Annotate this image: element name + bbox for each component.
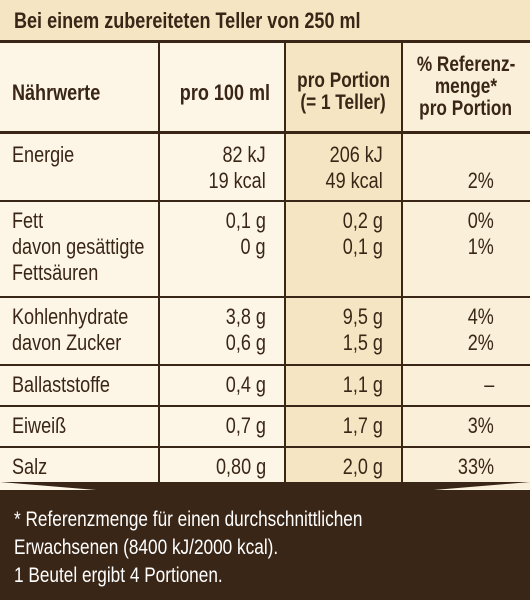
row-ballaststoffe-portion: 1,1 g	[342, 372, 383, 397]
column-header-portion: pro Portion (= 1 Teller)	[297, 69, 390, 114]
row-zucker-label: davon Zucker	[12, 330, 122, 355]
row-divider	[0, 131, 530, 134]
column-divider	[284, 43, 286, 489]
row-energie-ref: 2%	[467, 168, 494, 193]
reference-column-background	[402, 43, 530, 489]
row-eiweiss-per100: 0,7 g	[225, 413, 266, 438]
row-ballaststoffe-label: Ballaststoffe	[12, 372, 110, 397]
row-zucker-portion: 1,5 g	[342, 330, 383, 355]
row-salz-per100: 0,80 g	[215, 454, 266, 479]
divider	[0, 40, 530, 43]
column-divider	[158, 43, 160, 489]
row-eiweiss-portion: 1,7 g	[342, 413, 383, 438]
column-divider	[401, 43, 403, 489]
row-fett-saturated-label-line2: Fettsäuren	[12, 260, 99, 285]
row-salz-label: Salz	[12, 454, 48, 479]
row-eiweiss-label: Eiweiß	[12, 413, 67, 438]
row-divider	[0, 200, 530, 202]
row-kohlenhydrate-portion: 9,5 g	[342, 304, 383, 329]
row-divider	[0, 296, 530, 298]
row-salz-portion: 2,0 g	[342, 454, 383, 479]
row-energie-portion-kj: 206 kJ	[329, 142, 383, 167]
row-fett-saturated-label: davon gesättigte	[12, 234, 145, 259]
row-energie-per100-kcal: 19 kcal	[208, 168, 266, 193]
row-kohlenhydrate-label: Kohlenhydrate	[12, 304, 129, 329]
row-salz-ref: 33%	[457, 454, 494, 479]
row-fett-label: Fett	[12, 208, 44, 233]
row-divider	[0, 446, 530, 448]
row-energie-label: Energie	[12, 142, 75, 167]
row-zucker-ref: 2%	[467, 330, 494, 355]
row-divider	[0, 364, 530, 366]
serving-title: Bei einem zubereiteten Teller von 250 ml	[14, 8, 361, 33]
row-fett-saturated-ref: 1%	[467, 234, 494, 259]
footnote-box: * Referenzmenge für einen durchschnittli…	[0, 490, 530, 600]
row-fett-per100: 0,1 g	[225, 208, 266, 233]
row-energie-per100-kj: 82 kJ	[222, 142, 266, 167]
portion-column-background	[285, 43, 402, 489]
row-divider	[0, 405, 530, 407]
column-header-per100: pro 100 ml	[179, 80, 271, 105]
row-ballaststoffe-per100: 0,4 g	[225, 372, 266, 397]
row-energie-portion-kcal: 49 kcal	[325, 168, 383, 193]
row-kohlenhydrate-per100: 3,8 g	[225, 304, 266, 329]
row-fett-portion: 0,2 g	[342, 208, 383, 233]
row-zucker-per100: 0,6 g	[225, 330, 266, 355]
footnote-line: Erwachsenen (8400 kJ/2000 kcal).	[14, 536, 279, 559]
table-header-bar: Bei einem zubereiteten Teller von 250 ml	[0, 0, 530, 40]
row-fett-ref: 0%	[467, 208, 494, 233]
row-ballaststoffe-ref: –	[483, 372, 494, 397]
row-kohlenhydrate-ref: 4%	[467, 304, 494, 329]
footnote-line: 1 Beutel ergibt 4 Portionen.	[14, 564, 223, 587]
row-eiweiss-ref: 3%	[467, 413, 494, 438]
column-header-reference: % Referenz- menge* pro Portion	[416, 53, 516, 120]
footnote-line: * Referenzmenge für einen durchschnittli…	[14, 508, 363, 531]
row-fett-saturated-portion: 0,1 g	[342, 234, 383, 259]
row-fett-saturated-per100: 0 g	[240, 234, 266, 259]
column-header-nutrients: Nährwerte	[12, 80, 101, 105]
